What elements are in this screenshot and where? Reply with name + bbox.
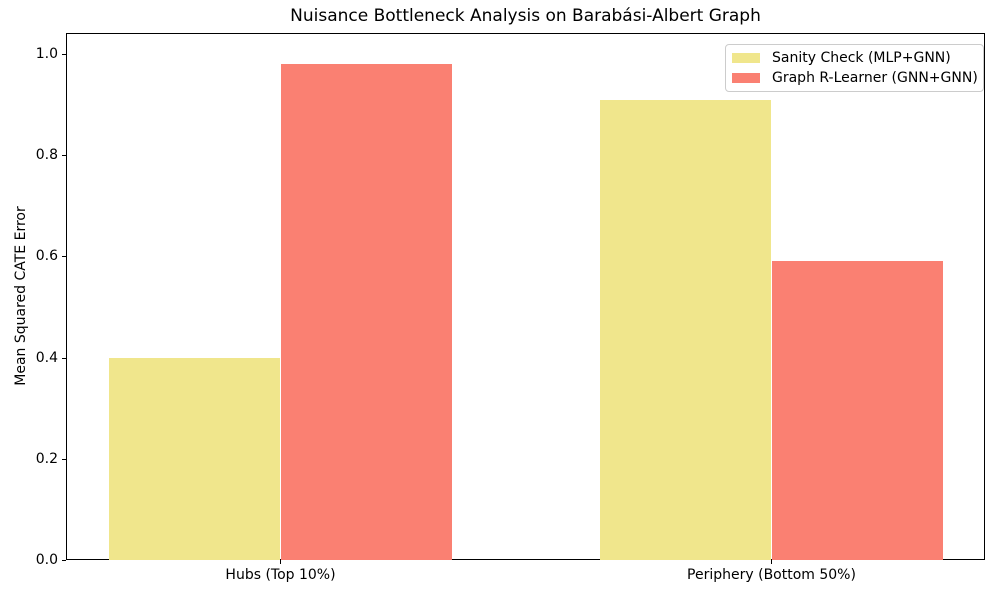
y-tick-label-1.0: 1.0 <box>35 46 58 62</box>
legend-label-graph-r-learner: Graph R-Learner (GNN+GNN) <box>772 70 978 86</box>
chart-title: Nuisance Bottleneck Analysis on Barabási… <box>290 6 761 26</box>
bar-series0-group1 <box>599 99 772 560</box>
legend: Sanity Check (MLP+GNN) Graph R-Learner (… <box>725 44 984 92</box>
legend-entry-sanity-check: Sanity Check (MLP+GNN) <box>732 48 976 68</box>
y-tick-label-0.6: 0.6 <box>35 248 58 265</box>
legend-entry-graph-r-learner: Graph R-Learner (GNN+GNN) <box>732 68 978 88</box>
legend-label-sanity-check: Sanity Check (MLP+GNN) <box>772 50 951 66</box>
bar-series1-group1 <box>771 261 944 560</box>
y-tick-mark-0.6 <box>62 256 66 258</box>
y-tick-label-0.4: 0.4 <box>35 349 58 366</box>
y-tick-label-0.8: 0.8 <box>35 147 58 164</box>
y-tick-label-0.2: 0.2 <box>35 450 58 467</box>
bar-series0-group0 <box>108 357 281 560</box>
y-tick-label-0.0: 0.0 <box>35 552 58 568</box>
x-tick-label-hubs: Hubs (Top 10%) <box>225 567 336 583</box>
y-tick-mark-1.0 <box>62 54 66 55</box>
y-tick-mark-0.8 <box>62 155 66 157</box>
legend-swatch-sanity-check-icon <box>732 53 760 63</box>
bar-series1-group0 <box>280 64 453 560</box>
x-tick-mark-periphery <box>771 560 772 564</box>
y-tick-mark-0.2 <box>62 458 66 460</box>
y-tick-mark-0.4 <box>62 357 66 359</box>
x-tick-label-periphery: Periphery (Bottom 50%) <box>687 567 856 583</box>
y-tick-mark-0.0 <box>62 560 66 561</box>
legend-swatch-graph-r-learner-icon <box>732 73 760 83</box>
x-tick-mark-hubs <box>280 560 281 564</box>
